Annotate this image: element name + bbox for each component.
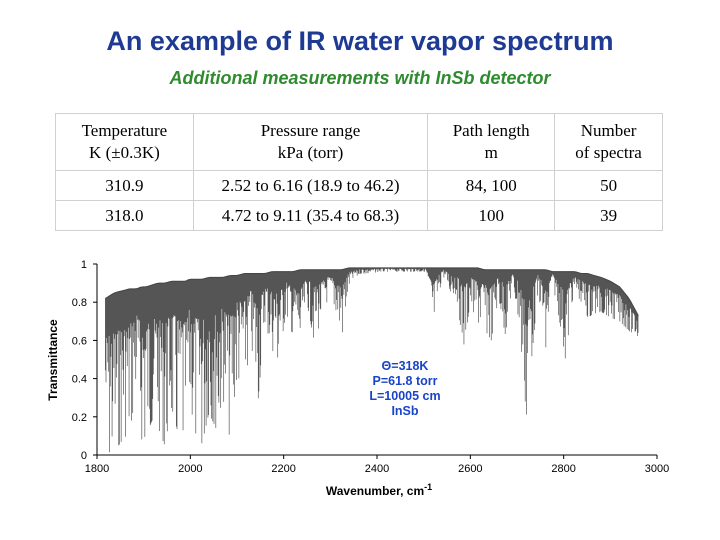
header-temperature: Temperature K (±0.3K) xyxy=(55,113,194,171)
header-path-length: Path length m xyxy=(427,113,556,171)
table-row: 318.0 4.72 to 9.11 (35.4 to 68.3) 100 39 xyxy=(55,200,663,231)
table-cell: 310.9 xyxy=(55,170,194,201)
annotation-line: L=10005 cm xyxy=(369,389,440,403)
spectrum-series xyxy=(105,267,639,453)
table-cell: 100 xyxy=(427,200,556,231)
y-axis-title: Transmittance xyxy=(46,319,60,401)
x-tick-label: 2000 xyxy=(178,463,202,475)
table-row: 310.9 2.52 to 6.16 (18.9 to 46.2) 84, 10… xyxy=(55,170,663,201)
x-axis: 1800 2000 2200 2400 2600 2800 3000 xyxy=(85,454,669,475)
measurement-annotation: Θ=318K P=61.8 torr L=10005 cm InSb xyxy=(369,359,440,418)
y-axis: 0 0.2 0.4 0.6 0.8 1 xyxy=(72,259,98,462)
y-tick-label: 0.2 xyxy=(72,412,87,424)
header-pressure: Pressure range kPa (torr) xyxy=(192,113,429,171)
y-tick-label: 0.4 xyxy=(72,374,87,386)
x-tick-label: 2200 xyxy=(271,463,295,475)
x-tick-label: 2400 xyxy=(365,463,389,475)
x-tick-label: 2800 xyxy=(551,463,575,475)
table-cell: 50 xyxy=(554,170,663,201)
annotation-line: Θ=318K xyxy=(382,359,429,373)
spectrum-chart: 0 0.2 0.4 0.6 0.8 1 1800 2000 2200 2400 2600 2800 3… xyxy=(46,259,669,498)
table-cell: 4.72 to 9.11 (35.4 to 68.3) xyxy=(192,200,429,231)
header-line: of spectra xyxy=(575,143,642,162)
table-cell: 318.0 xyxy=(55,200,194,231)
y-tick-label: 0.6 xyxy=(72,335,87,347)
annotation-line: P=61.8 torr xyxy=(373,374,438,388)
y-tick-label: 0.8 xyxy=(72,297,87,309)
header-line: m xyxy=(484,143,498,162)
header-number-of-spectra: Number of spectra xyxy=(554,113,663,171)
header-line: Path length xyxy=(452,121,530,140)
table-header-row: Temperature K (±0.3K) Pressure range kPa… xyxy=(55,113,663,171)
y-tick-label: 0 xyxy=(81,450,87,462)
x-axis-title-text: Wavenumber, cm xyxy=(326,484,424,498)
header-line: Temperature xyxy=(81,121,168,140)
measurement-table: Temperature K (±0.3K) Pressure range kPa… xyxy=(55,113,663,231)
table-cell: 2.52 to 6.16 (18.9 to 46.2) xyxy=(192,170,429,201)
table-cell: 39 xyxy=(554,200,663,231)
slide-subtitle: Additional measurements with InSb detect… xyxy=(169,68,551,88)
header-line: K (±0.3K) xyxy=(89,143,160,162)
baseline-envelope xyxy=(105,267,639,316)
header-line: Pressure range xyxy=(260,121,361,140)
x-tick-label: 2600 xyxy=(458,463,482,475)
annotation-line: InSb xyxy=(391,404,418,418)
header-line: kPa (torr) xyxy=(277,143,344,162)
slide-title: An example of IR water vapor spectrum xyxy=(106,26,614,56)
y-tick-label: 1 xyxy=(81,259,87,271)
table-cell: 84, 100 xyxy=(427,170,556,201)
header-line: Number xyxy=(580,121,637,140)
x-tick-label: 1800 xyxy=(85,463,109,475)
absorption-lines xyxy=(105,267,639,453)
x-axis-title-superscript: -1 xyxy=(424,482,432,492)
x-axis-title: Wavenumber, cm-1 xyxy=(326,482,432,498)
x-tick-label: 3000 xyxy=(645,463,669,475)
